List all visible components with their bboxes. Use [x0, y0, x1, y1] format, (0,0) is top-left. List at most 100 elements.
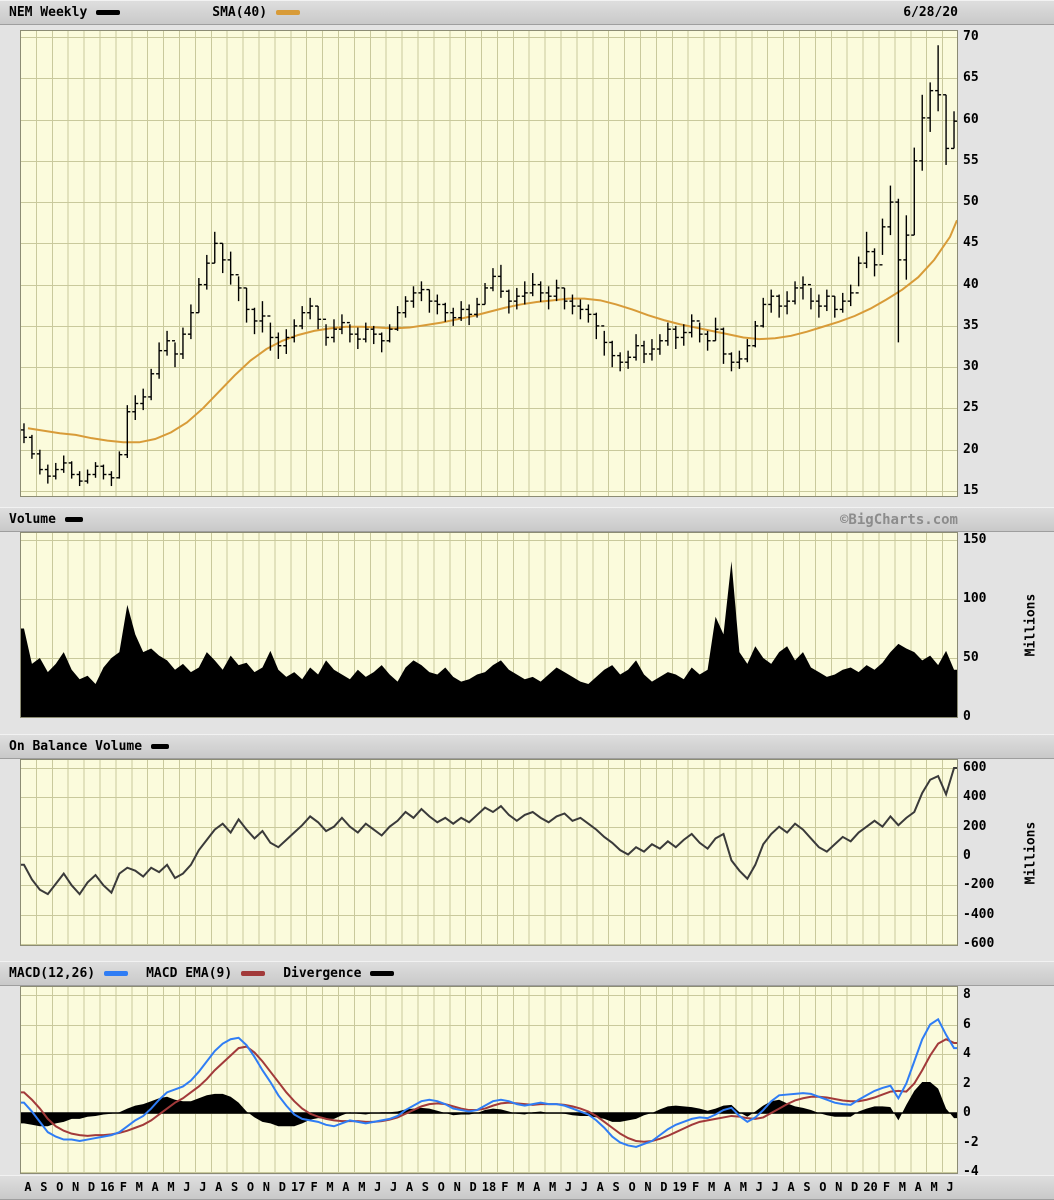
- x-tick-label: M: [326, 1180, 334, 1194]
- sma-label: SMA(40): [212, 5, 268, 20]
- x-tick-label: A: [787, 1180, 795, 1194]
- x-tick-label: F: [310, 1180, 318, 1194]
- x-tick-label: F: [501, 1180, 509, 1194]
- x-tick-label: A: [342, 1180, 350, 1194]
- x-tick-label: J: [755, 1180, 763, 1194]
- y-tick-label: 150: [963, 532, 987, 547]
- symbol-title: NEM Weekly: [9, 5, 88, 20]
- x-tick-label: A: [215, 1180, 223, 1194]
- x-tick-label: D: [469, 1180, 477, 1194]
- y-tick-label: 0: [963, 1105, 971, 1120]
- y-tick-label: 4: [963, 1046, 971, 1061]
- volume-title: Volume: [9, 512, 56, 527]
- x-tick-label: J: [389, 1180, 398, 1194]
- y-tick-label: 65: [963, 70, 979, 86]
- y-tick-label: 20: [963, 441, 979, 457]
- x-tick-label: S: [40, 1180, 48, 1194]
- y-tick-label: 55: [963, 152, 979, 168]
- y-tick-label: 6: [963, 1016, 971, 1032]
- volume-header-bar: Volume ©BigCharts.com: [0, 507, 1054, 532]
- x-tick-label: J: [199, 1180, 207, 1194]
- y-tick-label: -2: [963, 1134, 979, 1150]
- macd-panel-svg: [20, 986, 958, 1174]
- y-tick-label: 50: [963, 650, 979, 665]
- y-tick-label: 60: [963, 111, 979, 127]
- x-tick-label: D: [87, 1180, 96, 1194]
- x-tick-label: D: [278, 1180, 286, 1194]
- x-tick-label: N: [835, 1180, 843, 1194]
- millions-axis-label: Millions: [1023, 593, 1039, 657]
- millions-axis-label: Millions: [1023, 821, 1039, 884]
- x-tick-label: A: [596, 1180, 604, 1194]
- x-tick-label: M: [707, 1180, 716, 1194]
- y-tick-label: -4: [963, 1164, 979, 1179]
- x-tick-label: M: [739, 1180, 747, 1194]
- x-tick-label: 19: [672, 1180, 687, 1194]
- sma-legend-dash-icon: [276, 10, 301, 15]
- x-tick-label: J: [564, 1180, 573, 1194]
- x-tick-label: S: [612, 1180, 620, 1194]
- y-tick-label: 0: [963, 848, 971, 863]
- y-tick-label: 40: [963, 276, 979, 292]
- chart-date: 6/28/20: [903, 5, 958, 20]
- x-tick-label: F: [692, 1180, 700, 1194]
- y-tick-label: -200: [963, 877, 995, 893]
- y-tick-label: 45: [963, 235, 979, 251]
- y-tick-label: 30: [963, 359, 979, 375]
- x-tick-label: D: [851, 1180, 859, 1194]
- y-tick-label: 8: [963, 987, 971, 1002]
- divergence-legend-dash-icon: [370, 971, 395, 976]
- x-tick-label: J: [183, 1180, 191, 1194]
- x-tick-label: M: [517, 1180, 525, 1194]
- x-tick-label: M: [135, 1180, 143, 1194]
- macd-ema-legend-dash-icon: [241, 971, 266, 976]
- x-tick-label: O: [246, 1180, 255, 1194]
- main-header-bar: NEM Weekly SMA(40) 6/28/20: [0, 0, 1054, 25]
- x-tick-label: O: [437, 1180, 445, 1194]
- y-tick-label: 0: [963, 709, 971, 724]
- obv-header-bar: On Balance Volume: [0, 734, 1054, 759]
- x-tick-label: 17: [290, 1180, 306, 1194]
- x-tick-label: O: [819, 1180, 827, 1194]
- x-tick-label: M: [358, 1180, 366, 1194]
- x-tick-label: 20: [863, 1180, 878, 1194]
- x-tick-label: A: [723, 1180, 732, 1194]
- macd-legend-dash-icon: [104, 971, 129, 976]
- x-tick-label: M: [167, 1180, 175, 1194]
- x-tick-label: S: [231, 1180, 239, 1194]
- obv-panel-svg: [20, 759, 958, 946]
- x-tick-label: N: [72, 1180, 80, 1194]
- obv-legend-dash-icon: [151, 744, 170, 749]
- x-tick-label: J: [580, 1180, 588, 1194]
- x-axis-bar: A S O N D 16 F M A M J J A S O N D 17 F M A M J J A S O N D 18 F M A M J J A…: [0, 1175, 1054, 1200]
- macd-header-bar: MACD(12,26) MACD EMA(9) Divergence: [0, 961, 1054, 986]
- x-tick-label: M: [548, 1180, 557, 1194]
- x-tick-label: A: [914, 1180, 922, 1194]
- macd-label: MACD(12,26): [9, 966, 96, 981]
- x-tick-label: J: [946, 1180, 954, 1194]
- x-tick-label: A: [151, 1180, 159, 1194]
- x-tick-label: J: [374, 1180, 382, 1194]
- x-tick-label: N: [453, 1180, 461, 1194]
- x-tick-label: F: [119, 1180, 127, 1194]
- bigcharts-watermark: ©BigCharts.com: [839, 511, 958, 528]
- y-tick-label: 50: [963, 194, 979, 210]
- y-tick-label: 2: [963, 1075, 971, 1091]
- y-tick-label: -400: [963, 906, 995, 922]
- y-tick-label: 400: [963, 789, 987, 805]
- y-tick-label: 25: [963, 400, 979, 416]
- price-legend-dash-icon: [96, 10, 121, 15]
- x-tick-label: A: [533, 1180, 541, 1194]
- obv-title: On Balance Volume: [9, 739, 143, 754]
- x-tick-label: M: [930, 1180, 938, 1194]
- y-tick-label: 600: [963, 760, 987, 775]
- x-tick-label: N: [262, 1180, 271, 1194]
- volume-legend-dash-icon: [64, 517, 83, 522]
- price-panel-svg: [20, 30, 958, 497]
- divergence-label: Divergence: [283, 966, 362, 981]
- y-tick-label: 15: [963, 483, 979, 498]
- x-tick-label: 16: [100, 1180, 115, 1194]
- y-tick-label: 200: [963, 818, 987, 834]
- x-tick-label: J: [771, 1180, 779, 1194]
- x-tick-label: 18: [481, 1180, 497, 1194]
